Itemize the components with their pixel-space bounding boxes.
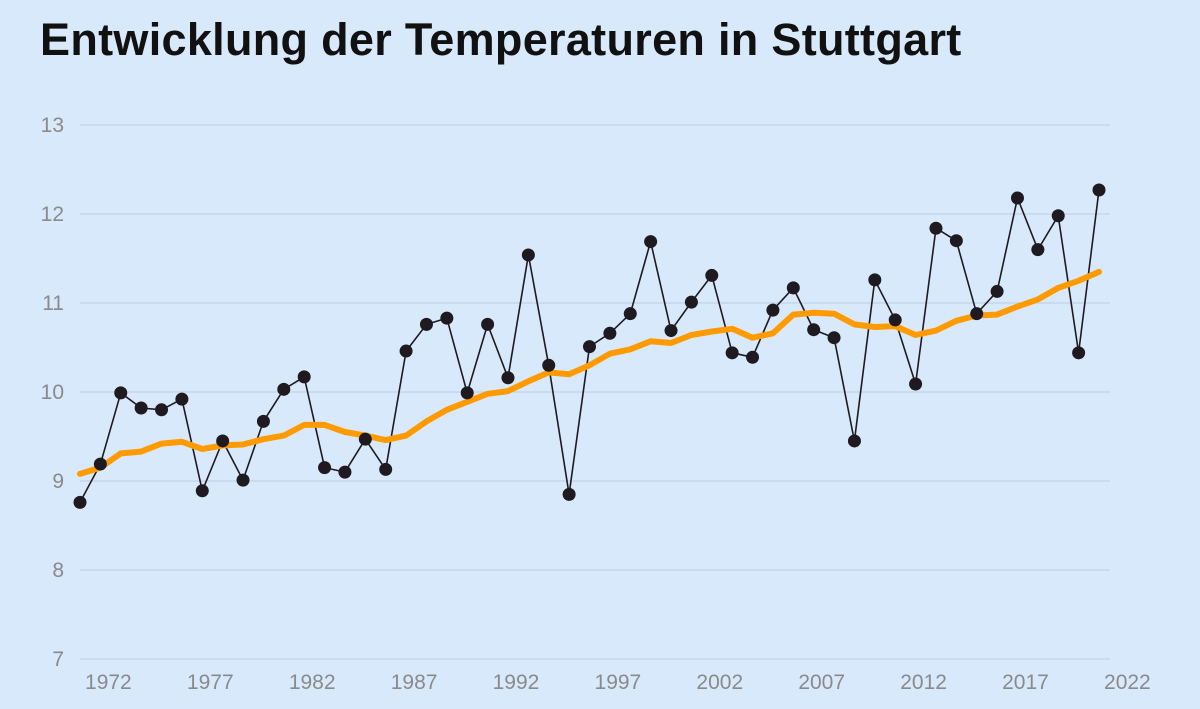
data-point xyxy=(1031,243,1045,257)
data-point xyxy=(379,462,393,476)
data-point xyxy=(583,340,596,354)
data-point xyxy=(949,234,963,248)
data-point xyxy=(399,344,413,358)
x-tick-label: 1987 xyxy=(391,671,438,694)
data-point xyxy=(501,371,515,385)
x-tick-label: 2017 xyxy=(1002,671,1049,694)
data-point xyxy=(93,457,107,471)
data-point xyxy=(236,473,250,487)
data-point xyxy=(481,317,495,331)
data-point xyxy=(644,235,658,249)
data-point xyxy=(195,484,209,498)
chart-title: Entwicklung der Temperaturen in Stuttgar… xyxy=(40,14,962,65)
data-point xyxy=(807,323,821,337)
data-point xyxy=(440,311,454,325)
data-point xyxy=(358,432,372,446)
data-point xyxy=(542,358,556,372)
data-point xyxy=(134,401,148,415)
y-tick-label: 7 xyxy=(52,648,64,671)
gridlines xyxy=(80,124,1110,660)
data-point xyxy=(1010,191,1024,205)
x-tick-label: 2012 xyxy=(900,671,947,694)
data-point xyxy=(746,350,760,364)
data-point xyxy=(603,326,617,340)
data-point xyxy=(786,281,800,295)
data-point xyxy=(1051,209,1065,223)
x-tick-label: 2022 xyxy=(1104,671,1151,694)
x-tick-label: 1982 xyxy=(289,671,336,694)
data-point xyxy=(827,331,841,345)
y-tick-label: 11 xyxy=(42,292,64,315)
data-point xyxy=(318,461,332,475)
data-point xyxy=(419,317,433,331)
data-points xyxy=(73,183,1106,509)
data-point xyxy=(888,313,902,327)
data-point xyxy=(970,307,984,321)
data-point xyxy=(623,307,637,321)
data-point xyxy=(1092,183,1106,197)
data-point xyxy=(338,465,352,479)
data-point xyxy=(277,382,291,396)
data-point xyxy=(155,403,169,417)
data-point xyxy=(562,487,576,501)
data-point xyxy=(1072,346,1086,360)
y-tick-label: 9 xyxy=(52,470,64,493)
data-point xyxy=(684,295,698,309)
y-tick-label: 10 xyxy=(41,381,64,404)
x-tick-label: 1992 xyxy=(493,671,540,694)
data-point xyxy=(297,370,311,384)
data-point xyxy=(766,303,780,317)
data-point xyxy=(73,495,87,509)
y-tick-label: 13 xyxy=(41,114,64,137)
data-point xyxy=(990,284,1004,298)
x-tick-label: 1972 xyxy=(85,671,132,694)
data-point xyxy=(521,248,535,262)
data-point xyxy=(216,434,230,448)
data-point xyxy=(664,324,678,338)
x-tick-label: 1997 xyxy=(595,671,642,694)
data-point xyxy=(256,414,270,428)
y-axis-ticks: 7 8 9 10 11 12 13 xyxy=(41,114,64,671)
data-point xyxy=(725,346,739,360)
data-point xyxy=(114,386,128,400)
y-tick-label: 12 xyxy=(41,203,64,226)
data-point xyxy=(175,392,189,406)
data-point xyxy=(929,221,943,235)
series-line-trend xyxy=(77,268,1102,477)
x-axis-ticks: 1972 1977 1982 1987 1992 1997 2002 2007 2012 2017… xyxy=(85,671,1151,694)
x-tick-label: 2002 xyxy=(696,671,743,694)
x-tick-label: 2007 xyxy=(798,671,845,694)
y-tick-label: 8 xyxy=(52,559,64,582)
data-point xyxy=(460,386,474,400)
data-point xyxy=(847,434,861,448)
data-point xyxy=(705,268,719,282)
data-point xyxy=(868,273,882,287)
data-point xyxy=(909,377,923,391)
x-tick-label: 1977 xyxy=(187,671,234,694)
